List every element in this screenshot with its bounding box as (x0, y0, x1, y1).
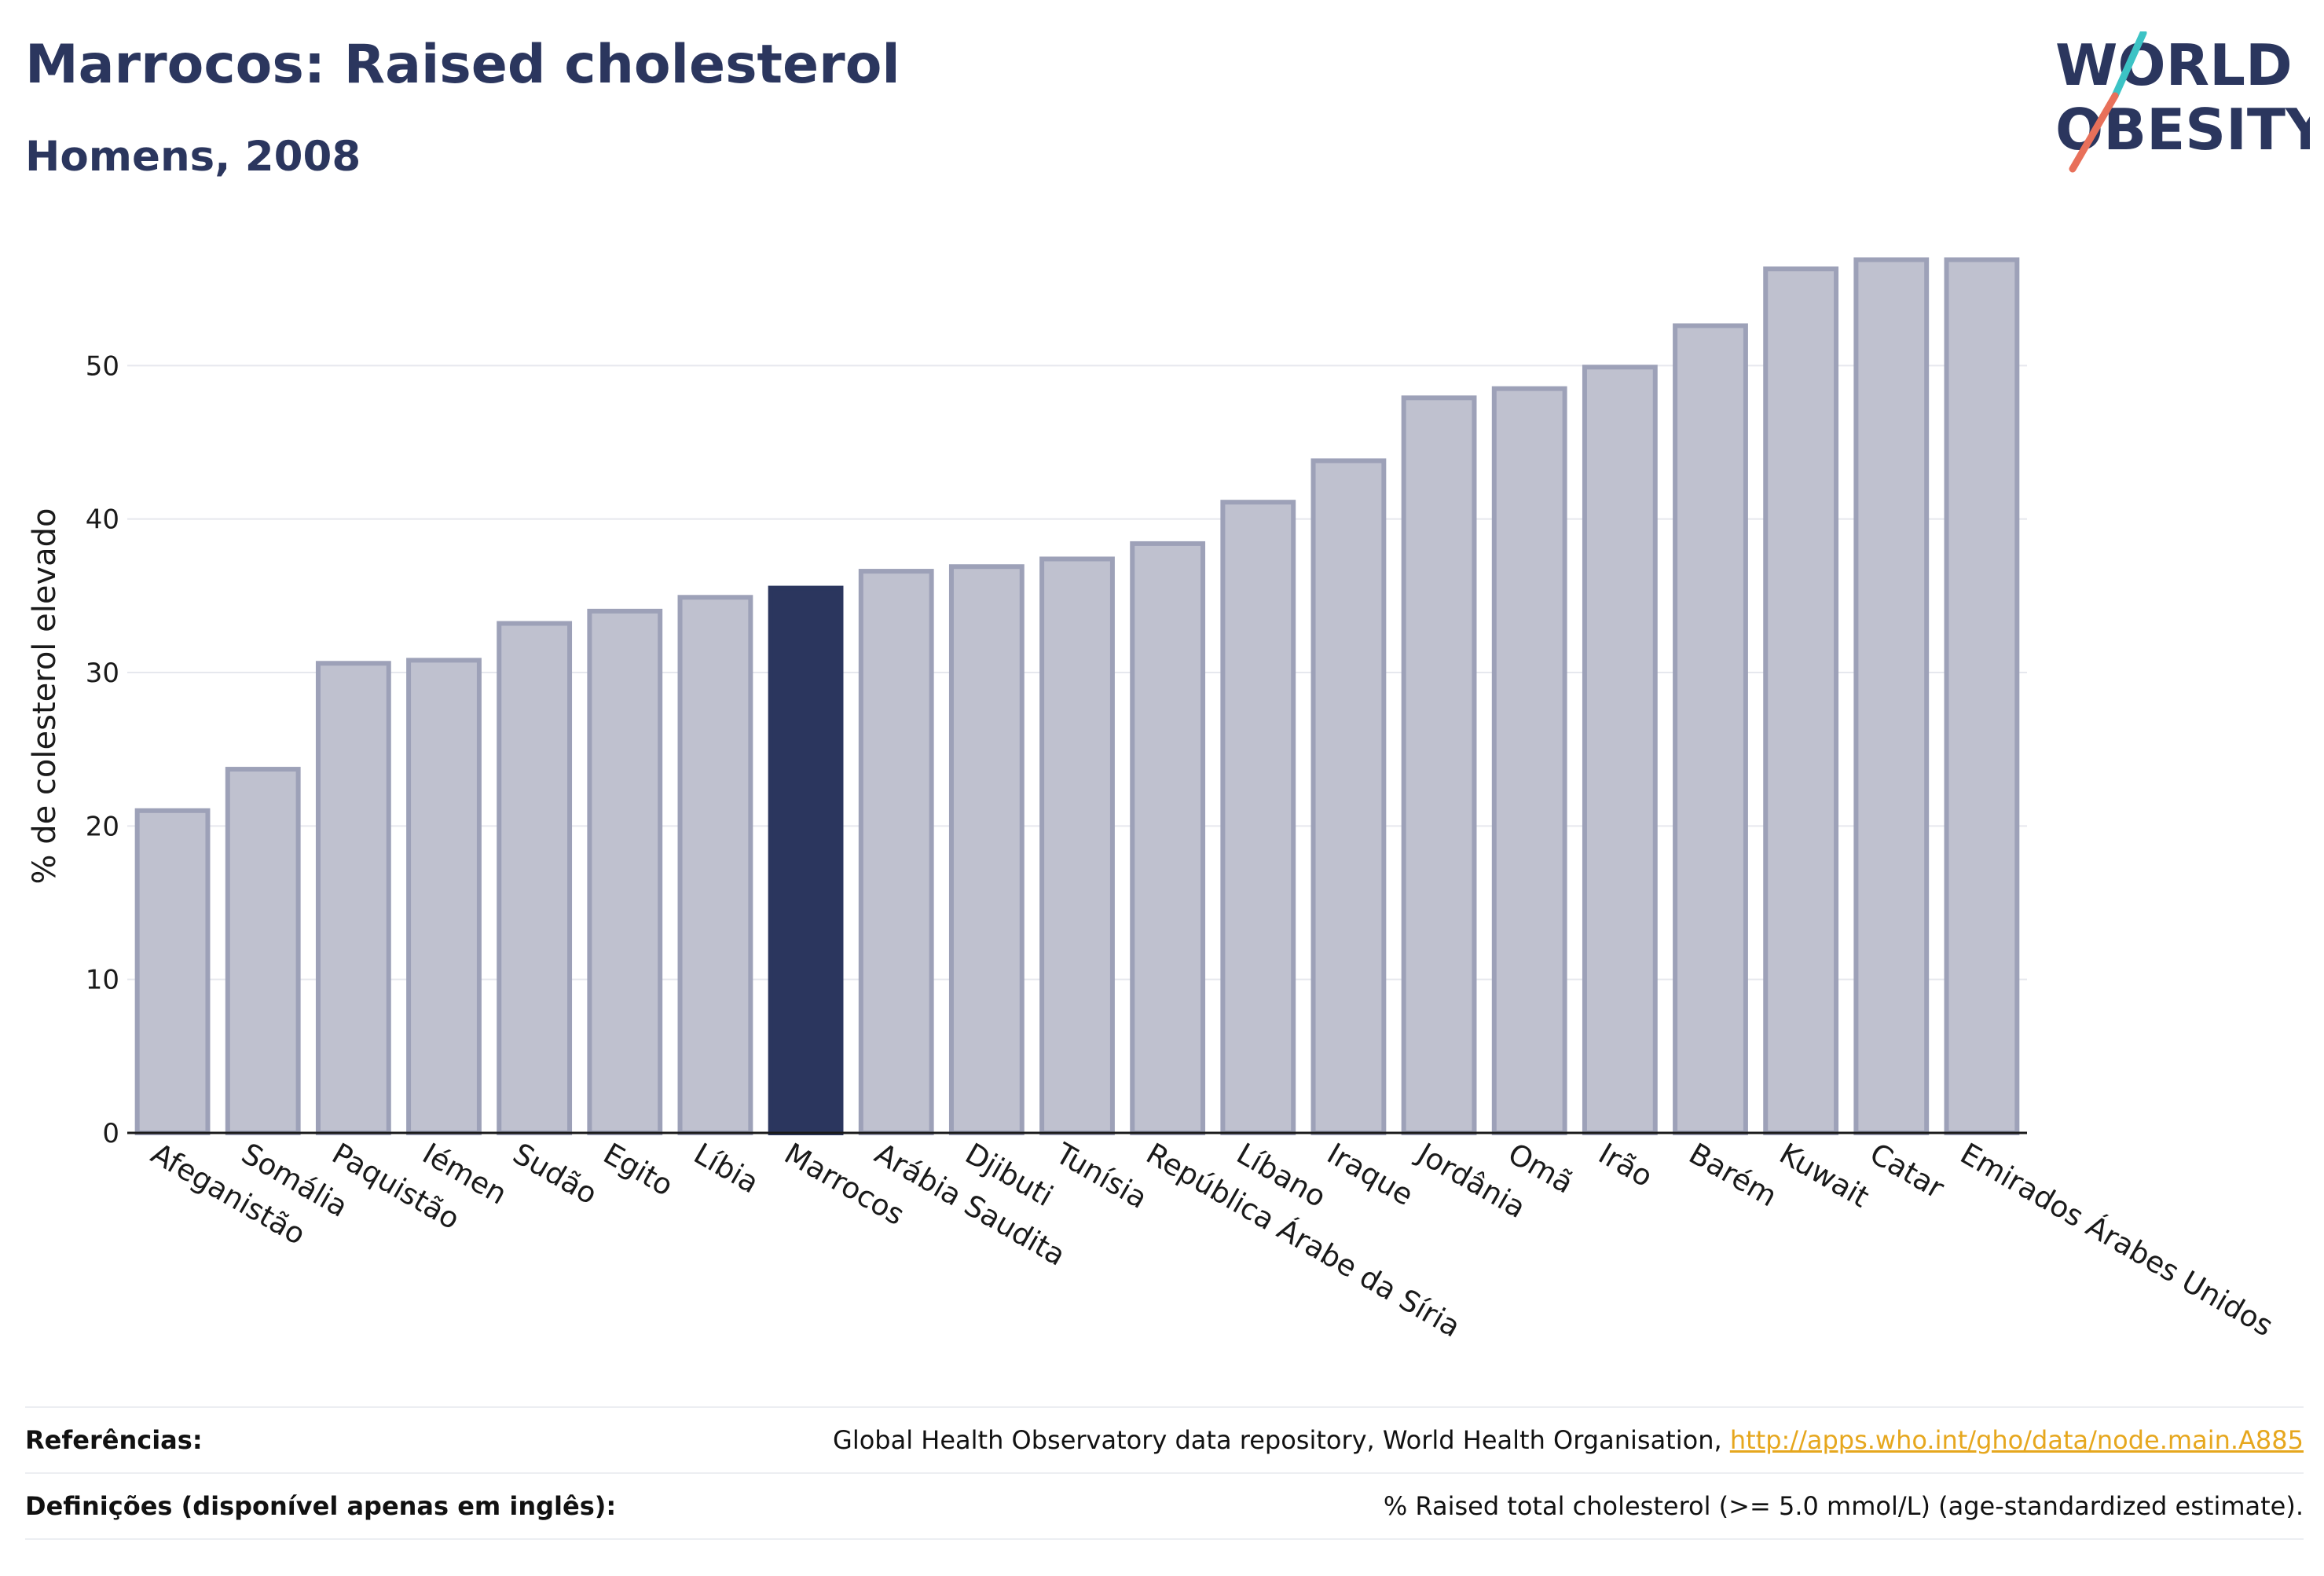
x-axis-labels: AfeganistãoSomáliaPaquistãoIémenSudãoEgi… (145, 1136, 2279, 1344)
bar (1763, 266, 1839, 1136)
y-tick-label: 10 (86, 965, 119, 996)
bar (1039, 556, 1115, 1135)
x-tick-label: Irão (1593, 1137, 1658, 1194)
y-tick-label: 30 (86, 658, 119, 689)
bar (1220, 500, 1296, 1135)
x-tick-label: Barém (1684, 1137, 1783, 1214)
references-link[interactable]: http://apps.who.int/gho/data/node.main.A… (1729, 1425, 2304, 1455)
logo-line1: WORLD (2055, 32, 2293, 98)
bar (225, 767, 301, 1135)
bar (768, 585, 844, 1135)
y-tick-label: 20 (86, 811, 119, 842)
footer: Referências: Global Health Observatory d… (25, 1406, 2304, 1540)
references-text: Global Health Observatory data repositor… (833, 1425, 1722, 1455)
y-axis-ticks: 0 10 20 30 40 50 (86, 350, 119, 1149)
bar (677, 595, 753, 1135)
bar (948, 564, 1025, 1135)
x-tick-label: Iraque (1321, 1137, 1419, 1212)
bars (134, 257, 2020, 1136)
bar (1310, 458, 1387, 1135)
x-tick-label: Tunísia (1050, 1136, 1153, 1215)
definitions-label: Definições (disponível apenas em inglês)… (25, 1491, 617, 1521)
y-tick-label: 50 (86, 350, 119, 382)
x-tick-label: Sudão (508, 1137, 603, 1211)
logo-slash-bottom (2069, 92, 2119, 173)
bar-chart: 0 10 20 30 40 50 AfeganistãoSomáliaPaquistãoI… (27, 257, 2279, 1344)
chart-title: Marrocos: Raised cholesterol (25, 34, 900, 96)
x-tick-label: Líbia (688, 1137, 764, 1200)
bar (134, 808, 211, 1136)
references-row: Referências: Global Health Observatory d… (25, 1408, 2304, 1472)
bar (1491, 386, 1567, 1135)
y-axis-label: % de colesterol elevado (27, 508, 63, 884)
definitions-row: Definições (disponível apenas em inglês)… (25, 1472, 2304, 1540)
x-tick-label: Egito (598, 1137, 679, 1203)
x-tick-label: Emirados Árabes Unidos (1955, 1136, 2279, 1343)
y-tick-label: 0 (102, 1118, 119, 1149)
references-label: Referências: (25, 1425, 203, 1455)
references-value: Global Health Observatory data repositor… (833, 1425, 2304, 1455)
x-tick-label: Kuwait (1774, 1137, 1875, 1215)
bar (587, 608, 663, 1135)
y-tick-label: 40 (86, 504, 119, 536)
world-obesity-logo: WORLD OBESITY (2055, 31, 2310, 173)
bar (1853, 257, 1930, 1135)
logo-slash-top (2111, 31, 2147, 100)
chart-subtitle: Homens, 2008 (25, 133, 361, 181)
bar (858, 569, 934, 1135)
bar (406, 658, 482, 1135)
bar (1130, 541, 1206, 1135)
x-tick-label: Catar (1864, 1137, 1951, 1206)
bar (1673, 323, 1748, 1136)
bar (1401, 395, 1477, 1135)
bar (497, 621, 573, 1135)
definitions-text: % Raised total cholesterol (>= 5.0 mmol/… (1383, 1491, 2304, 1521)
bar (1582, 365, 1658, 1135)
bar (1944, 257, 2020, 1135)
bar (315, 661, 391, 1135)
